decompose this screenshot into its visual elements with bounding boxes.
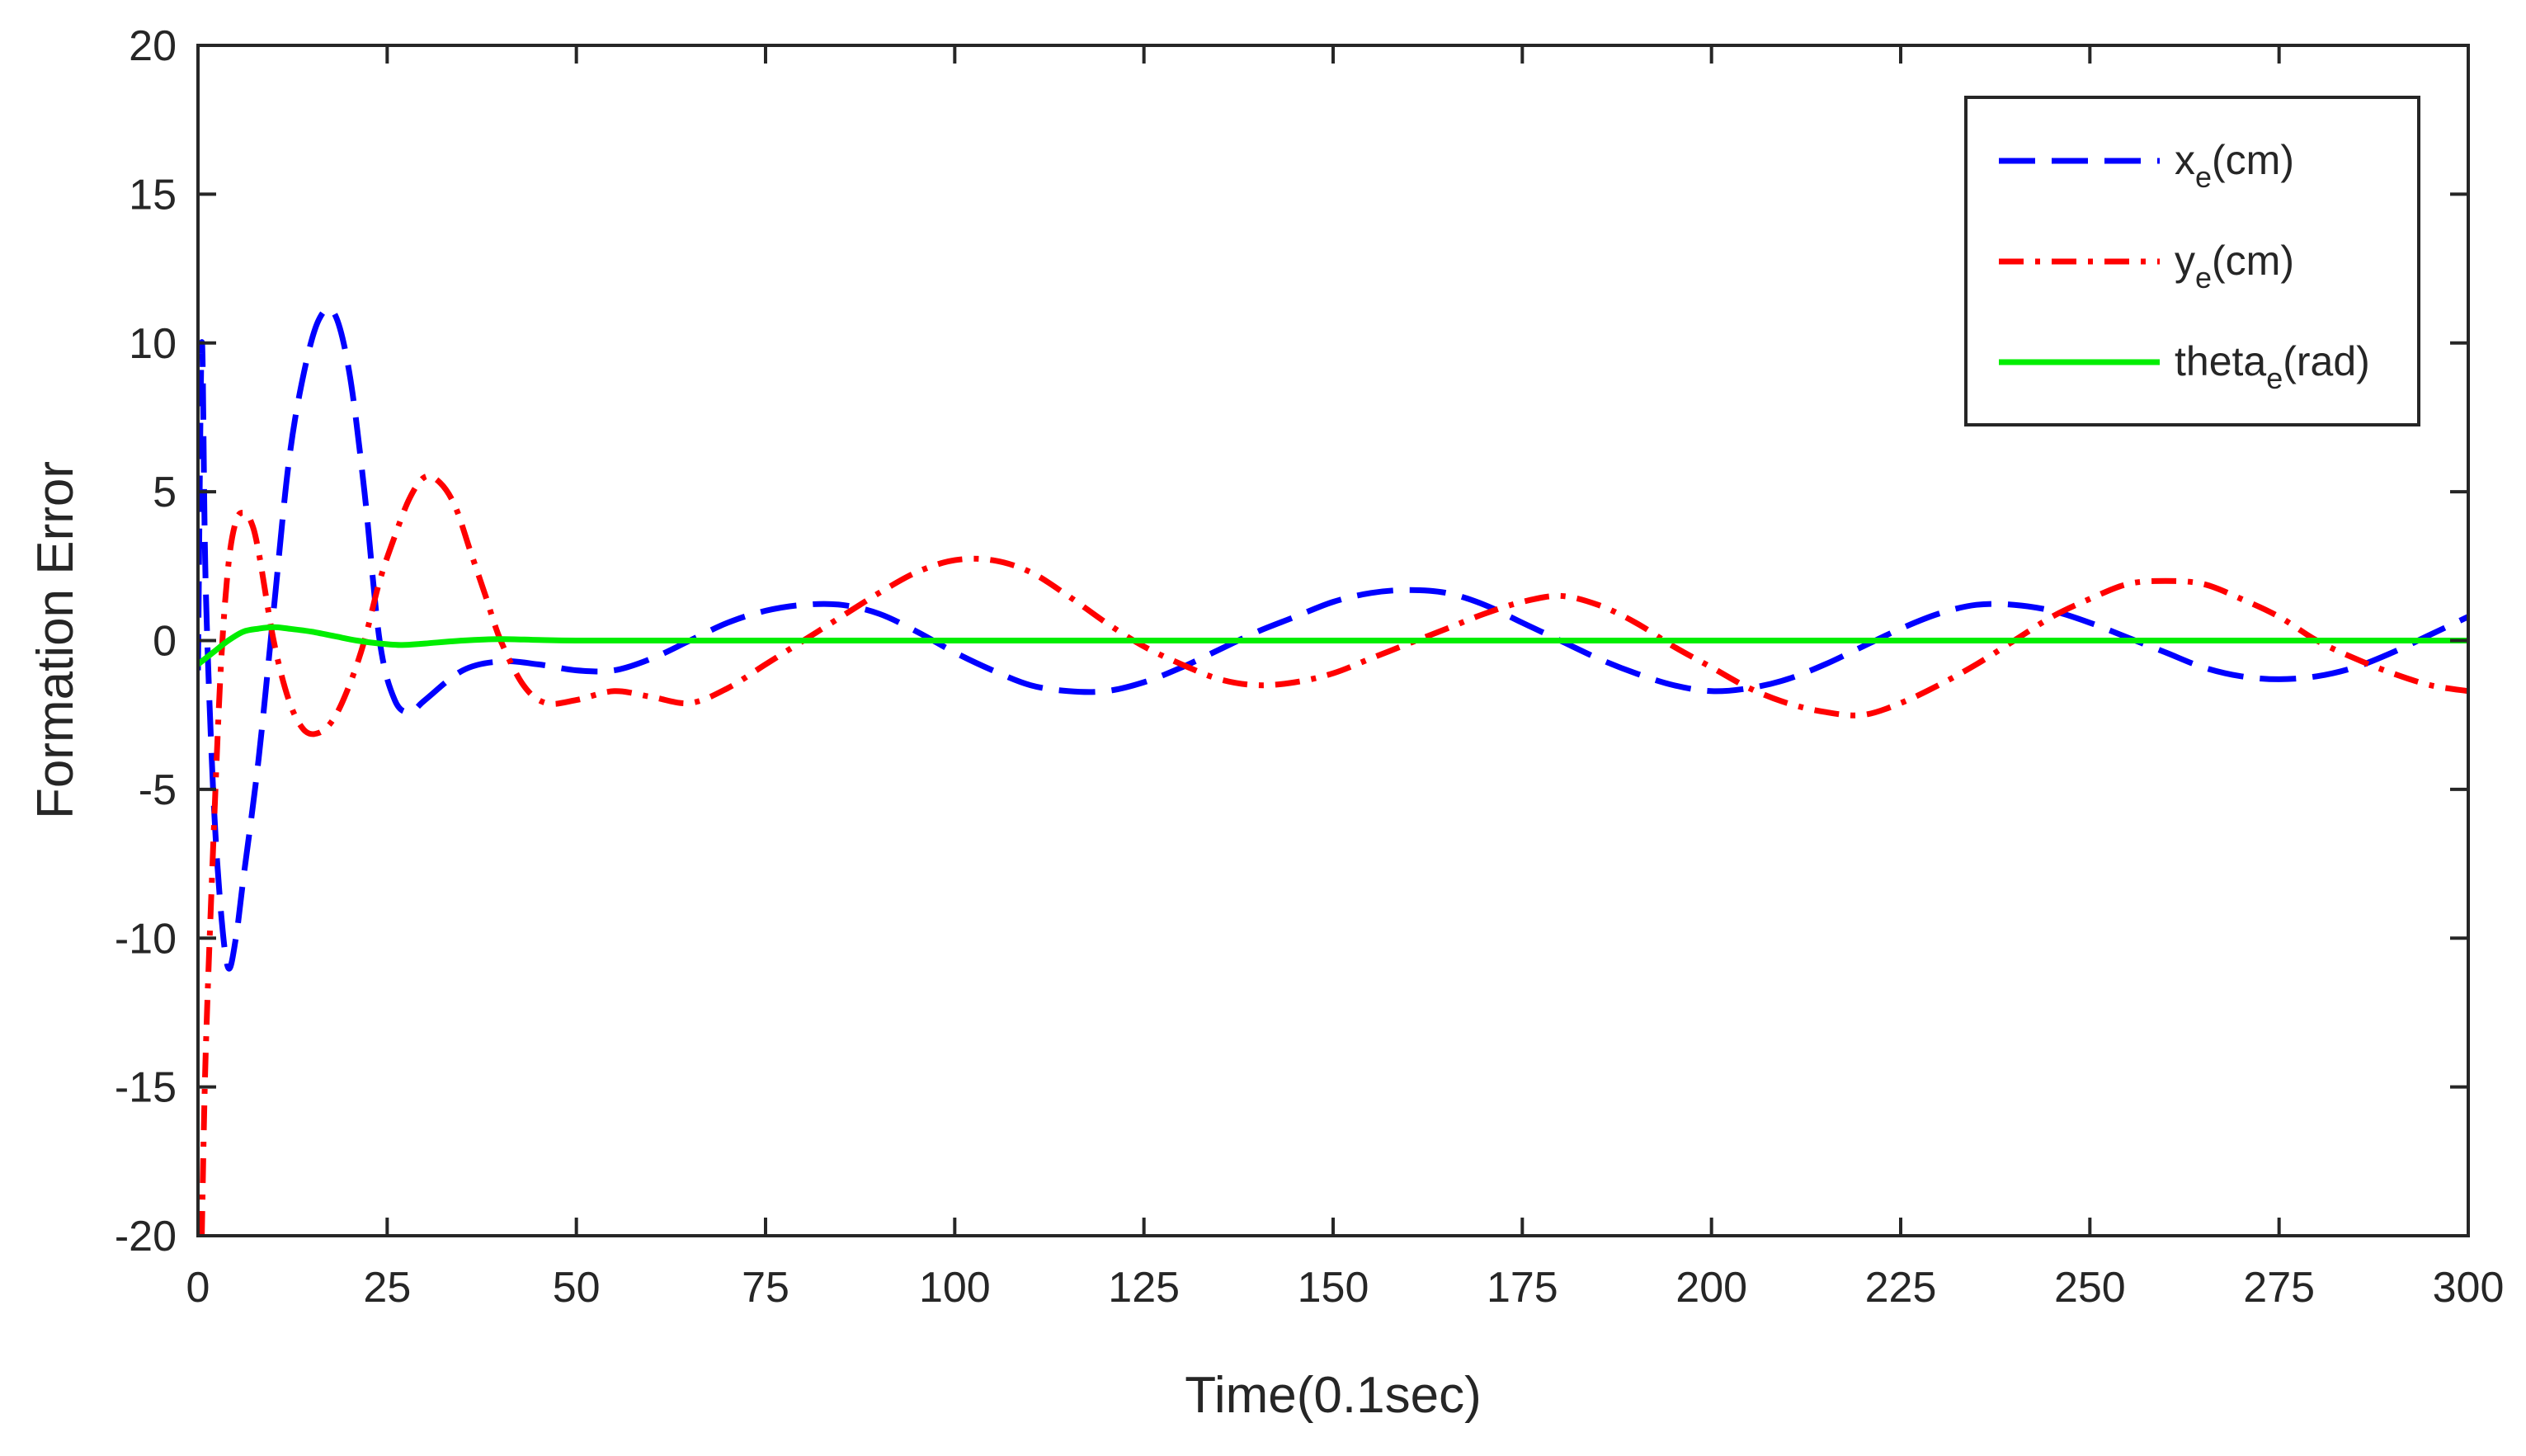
- legend: xe(cm) ye(cm) thetae(rad): [1964, 96, 2420, 426]
- series-layer: [198, 305, 2468, 1236]
- legend-label-2: thetae(rad): [2175, 338, 2370, 395]
- legend-items: xe(cm) ye(cm) thetae(rad): [1999, 137, 2370, 395]
- y-axis-ticks: 20 15 10 5 0 -5 -10 -15 -20: [115, 22, 2468, 1260]
- x-tick-label: 125: [1108, 1264, 1180, 1312]
- y-tick-label: -15: [115, 1064, 177, 1112]
- y-axis-title: Formation Error: [27, 461, 84, 819]
- y-tick-label: 10: [129, 320, 177, 368]
- x-tick-label: 100: [919, 1264, 991, 1312]
- y-tick-label: -10: [115, 915, 177, 963]
- y-tick-label: 15: [129, 171, 177, 219]
- legend-label-0: xe(cm): [2175, 137, 2294, 194]
- series-line-1: [199, 473, 2468, 1236]
- x-tick-label: 200: [1675, 1264, 1747, 1312]
- legend-label-1: ye(cm): [2175, 238, 2294, 294]
- x-tick-label: 50: [553, 1264, 601, 1312]
- y-tick-label: 20: [129, 22, 177, 70]
- series-line-2: [198, 624, 2468, 667]
- x-tick-label: 0: [186, 1264, 210, 1312]
- series-line-0: [198, 305, 2468, 972]
- x-axis-ticks: 0 25 50 75 100 125 150 175 200 225 250 275 300: [186, 45, 2505, 1312]
- y-tick-label: -5: [139, 766, 177, 814]
- x-tick-label: 75: [742, 1264, 789, 1312]
- x-tick-label: 250: [2054, 1264, 2126, 1312]
- x-axis-title: Time(0.1sec): [1185, 1367, 1481, 1424]
- y-tick-label: 0: [153, 618, 177, 666]
- y-tick-label: -20: [115, 1213, 177, 1260]
- x-tick-label: 175: [1487, 1264, 1558, 1312]
- x-tick-label: 300: [2433, 1264, 2505, 1312]
- x-tick-label: 25: [363, 1264, 411, 1312]
- x-tick-label: 150: [1298, 1264, 1369, 1312]
- y-tick-label: 5: [153, 469, 177, 516]
- x-tick-label: 225: [1865, 1264, 1937, 1312]
- x-tick-label: 275: [2243, 1264, 2315, 1312]
- legend-box: [1964, 96, 2420, 426]
